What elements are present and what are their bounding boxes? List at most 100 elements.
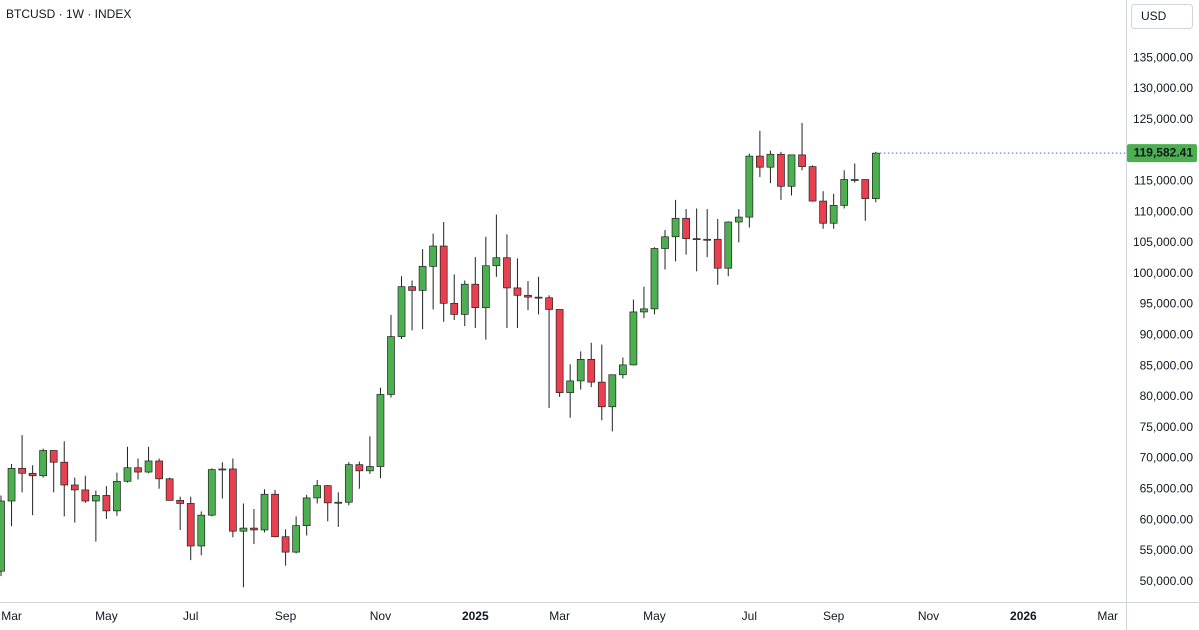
candle-body [334,501,343,504]
x-tick-label: Nov [370,609,391,623]
candle-body [408,286,416,291]
candle-body [534,296,543,299]
x-tick-label: Mar [1097,609,1118,623]
candle-body [387,336,395,395]
candle-body [545,297,553,310]
y-tick-label: 95,000.00 [1140,297,1194,311]
candle-body [808,166,817,202]
candle-body [102,495,111,512]
x-tick-label: 2025 [462,609,489,623]
candle-body [471,283,480,308]
candle-body [650,248,659,310]
candle-body [81,489,90,502]
candle-body [366,466,374,472]
candle-body [798,154,806,167]
candle-body [661,236,669,249]
candle-body [576,359,585,382]
candle-body [313,485,322,499]
candle-body [302,497,311,526]
y-tick-label: 65,000.00 [1140,481,1194,495]
candle-body [144,460,153,473]
candle-body [756,155,764,168]
candle-body [323,485,332,504]
candle-body [344,464,353,503]
candle-body [840,179,849,206]
candle-body [777,153,785,187]
candle-body [355,464,364,472]
candle-body [629,311,638,366]
x-tick-label: May [643,609,666,623]
candle-body [207,469,216,516]
candle-body [745,155,754,218]
candle-body [418,266,427,291]
x-tick-label: Sep [275,609,297,623]
candle-body [713,238,722,269]
candle-body [492,257,501,267]
candle-body [850,179,859,181]
candle-body [292,525,300,553]
candle-body [376,394,385,467]
candle-body [397,286,406,337]
candle-body [460,283,469,315]
candle-body [587,359,596,383]
candle-body [819,200,827,224]
candle-body [281,536,290,553]
candle-body [49,450,58,463]
y-tick-label: 105,000.00 [1133,235,1193,249]
candle-body [682,217,690,239]
x-tick-label: May [95,609,118,623]
candle-body [113,480,121,512]
x-tick-label: Mar [549,609,570,623]
candle-body [229,468,237,532]
x-tick-label: 2026 [1010,609,1037,623]
y-tick-label: 135,000.00 [1133,50,1193,64]
candle-body [271,493,279,538]
y-tick-label: 90,000.00 [1140,328,1194,342]
candle-body [703,238,712,241]
y-tick-label: 50,000.00 [1140,574,1194,588]
candle-body [724,221,733,269]
y-tick-label: 110,000.00 [1134,204,1193,218]
candle-body [829,205,838,224]
candle-body [165,478,174,501]
candle-body [92,495,100,502]
y-tick-label: 85,000.00 [1140,358,1194,372]
candle-body [871,152,880,199]
candle-body [176,500,185,504]
candle-body [766,153,775,168]
candle-body [28,472,37,477]
last-price-box [1127,144,1197,163]
candle-body [524,294,532,298]
y-tick-label: 125,000.00 [1133,112,1193,126]
y-tick-label: 55,000.00 [1140,543,1194,557]
candle-body [70,484,79,491]
candle-body [123,467,132,482]
candle-body [787,154,796,187]
y-tick-label: 80,000.00 [1140,389,1194,403]
y-tick-label: 75,000.00 [1140,420,1194,434]
candle-body [555,309,564,393]
candle-body [450,302,459,315]
candle-body [734,216,743,223]
x-tick-label: Jul [183,609,198,623]
last-price-label: 119,582.41 [1134,145,1194,159]
currency-button[interactable] [1131,4,1193,29]
candle-body [861,179,870,199]
candle-body [619,364,627,376]
y-tick-label: 70,000.00 [1140,451,1194,465]
candle-body [60,461,69,486]
candle-body [155,460,163,480]
candle-body [692,238,701,240]
candle-body [134,467,142,473]
x-tick-label: Mar [1,609,22,623]
candle-body [7,468,16,502]
candle-body [260,493,269,531]
chart-title: BTCUSD · 1W · INDEX [6,7,131,21]
candle-body [250,527,258,531]
currency-label[interactable]: USD [1141,9,1167,23]
candle-body [481,265,490,308]
y-tick-label: 115,000.00 [1134,174,1193,188]
y-tick-label: 100,000.00 [1133,266,1193,280]
